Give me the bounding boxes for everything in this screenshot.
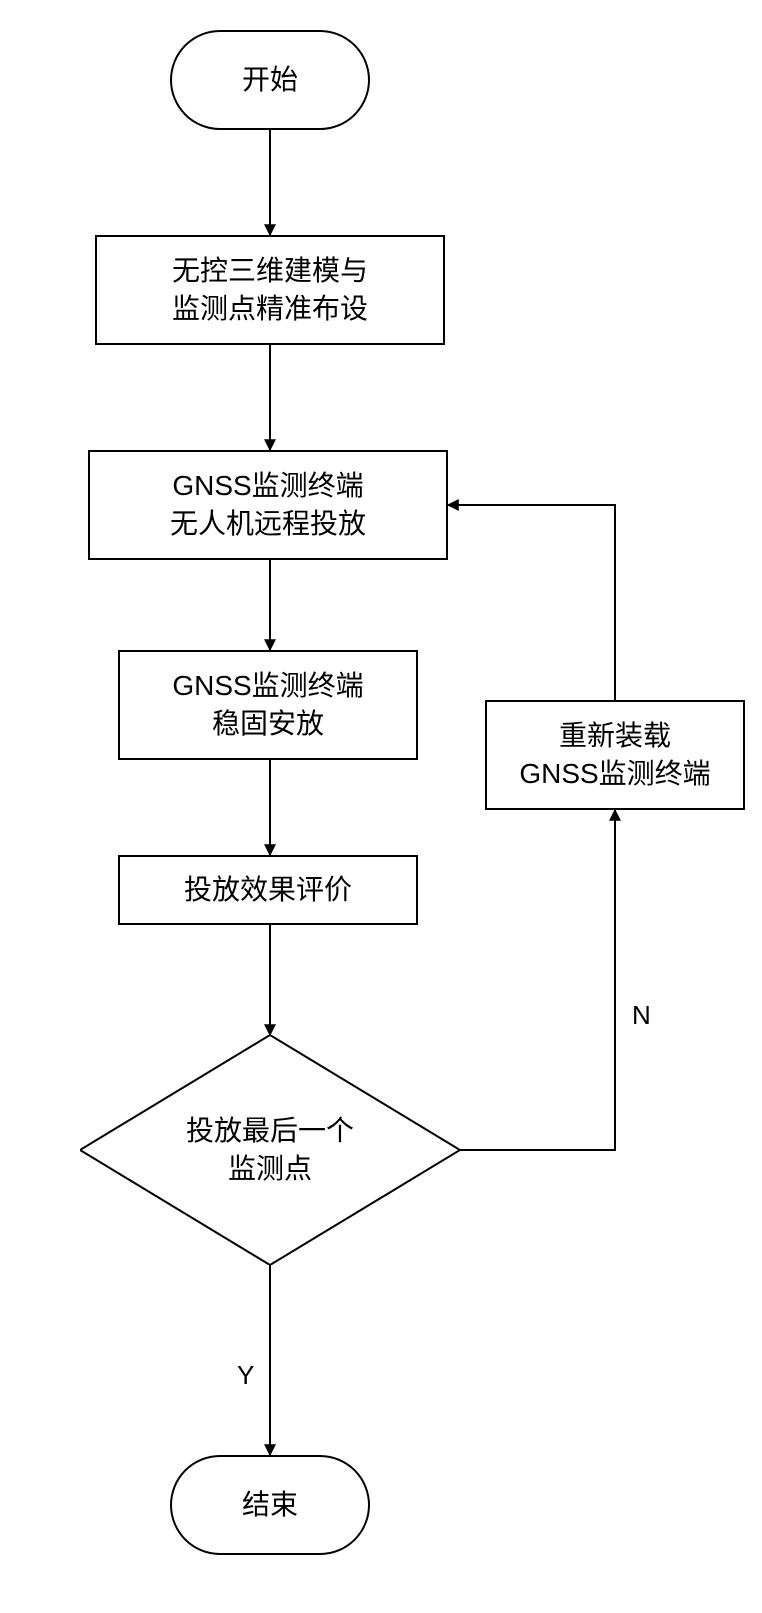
edge-reload-p2 [448,505,615,700]
node-p1: 无控三维建模与监测点精准布设 [95,235,445,345]
node-p3: GNSS监测终端稳固安放 [118,650,418,760]
node-reload: 重新装载GNSS监测终端 [485,700,745,810]
node-start: 开始 [170,30,370,130]
node-p4: 投放效果评价 [118,855,418,925]
edge-label-Y: Y [235,1360,256,1391]
node-end: 结束 [170,1455,370,1555]
node-p2: GNSS监测终端无人机远程投放 [88,450,448,560]
edge-label-N: N [630,1000,653,1031]
node-dec-label: 投放最后一个监测点 [186,1112,354,1188]
edge-dec-reload [460,810,615,1150]
node-dec: 投放最后一个监测点 [80,1035,460,1265]
